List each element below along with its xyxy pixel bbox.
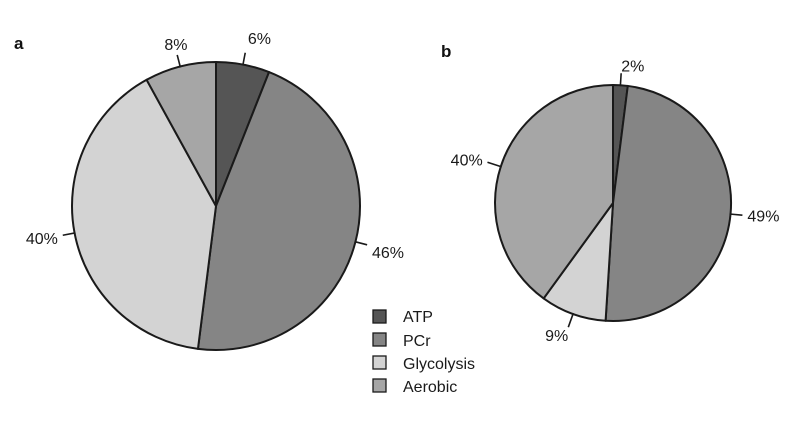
pie-a-label-atp: 6% — [248, 31, 271, 48]
pie-b-label-glycolysis: 9% — [545, 328, 568, 345]
legend-item-aerobic: Aerobic — [372, 378, 457, 396]
legend-item-pcr: PCr — [372, 332, 431, 350]
legend-label-pcr: PCr — [403, 333, 431, 350]
pie-b-label-pcr: 49% — [747, 209, 779, 226]
legend-swatch-atp — [372, 309, 387, 324]
pie-b-label-atp: 2% — [621, 58, 644, 75]
legend-item-glycolysis: Glycolysis — [372, 355, 475, 373]
legend-label-atp: ATP — [403, 309, 433, 326]
legend-label-aerobic: Aerobic — [403, 379, 457, 396]
pie-b-leader-glycolysis — [567, 312, 575, 328]
pie-a-label-glycolysis: 40% — [26, 231, 58, 248]
legend-swatch-aerobic — [372, 378, 387, 393]
pie-a-leader-glycolysis — [62, 232, 76, 237]
pie-a-label-pcr: 46% — [372, 245, 404, 262]
pie-a-label-aerobic: 8% — [164, 37, 187, 54]
legend-label-glycolysis: Glycolysis — [403, 356, 475, 373]
pie-b-leader-aerobic — [487, 161, 502, 168]
legend: ATP PCr Glycolysis Aerobic — [372, 309, 475, 396]
pie-b-slice-pcr — [604, 84, 733, 322]
legend-swatch-glycolysis — [372, 355, 387, 370]
panel-label-b: b — [441, 42, 451, 61]
panel-label-a: a — [14, 34, 24, 53]
pie-a-leader-pcr — [354, 240, 368, 246]
pie-a-leader-aerobic — [176, 54, 182, 68]
pie-chart-b: 2% 49% 9% 40% — [451, 58, 780, 345]
pie-b-leader-atp — [619, 73, 622, 87]
legend-swatch-pcr — [372, 332, 387, 347]
legend-item-atp: ATP — [372, 309, 433, 326]
pie-a-leader-atp — [242, 52, 247, 66]
pie-b-leader-pcr — [729, 213, 743, 217]
pie-b-label-aerobic: 40% — [451, 153, 483, 170]
pie-chart-a: 6% 46% 40% 8% — [26, 31, 404, 351]
